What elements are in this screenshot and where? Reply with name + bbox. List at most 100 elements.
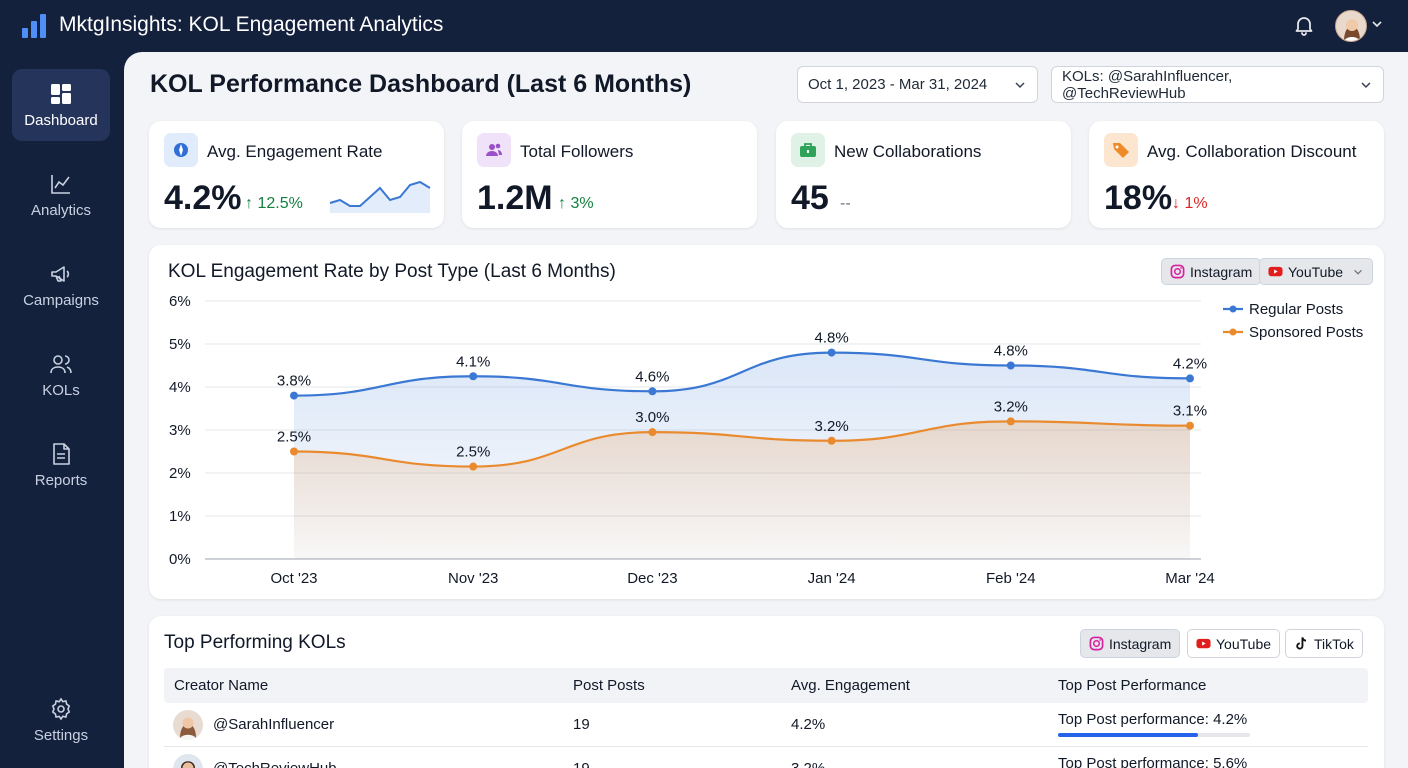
legend-marker (1229, 328, 1237, 336)
sidebar-item-label: Analytics (30, 201, 92, 219)
data-point[interactable] (290, 447, 298, 456)
chip-label: Instagram (1109, 635, 1172, 652)
performance-bar (1058, 733, 1250, 737)
engagement-chart-card: KOL Engagement Rate by Post Type (Last 6… (149, 245, 1384, 599)
sidebar-item-campaigns[interactable]: Campaigns (12, 249, 110, 321)
sidebar-item-settings[interactable]: Settings (12, 684, 110, 756)
gear-icon (51, 697, 71, 720)
data-label: 3.8% (277, 373, 311, 390)
instagram-icon (1089, 636, 1104, 651)
kpi-card-engagement-rate: Avg. Engagement Rate 4.2% ↑ 12.5% (149, 121, 444, 228)
data-point[interactable] (290, 391, 298, 400)
avatar (173, 710, 203, 740)
main-content: KOL Performance Dashboard (Last 6 Months… (124, 52, 1408, 768)
kpi-card-new-collaborations: New Collaborations 45 -- (776, 121, 1071, 228)
user-avatar[interactable] (1335, 10, 1367, 42)
compass-icon (164, 133, 198, 167)
data-point[interactable] (1186, 374, 1194, 383)
x-tick-label: Feb '24 (986, 570, 1036, 587)
sidebar: Dashboard Analytics Campaigns KOLs Repor… (0, 52, 124, 768)
data-point[interactable] (648, 387, 657, 396)
dashboard-icon (51, 83, 71, 104)
avg-engagement: 4.2% (791, 716, 826, 733)
data-point[interactable] (827, 436, 836, 445)
y-tick-label: 2% (169, 465, 191, 482)
chart-filter-youtube[interactable]: YouTube (1259, 258, 1374, 285)
avatar (173, 754, 203, 768)
megaphone-icon (51, 265, 70, 282)
date-range-value: Oct 1, 2023 - Mar 31, 2024 (808, 76, 988, 93)
post-count: 19 (573, 760, 590, 768)
data-point[interactable] (1186, 421, 1194, 430)
sidebar-item-label: Reports (34, 471, 88, 489)
data-label: 4.8% (814, 330, 848, 347)
kpi-value: 18% (1104, 179, 1173, 217)
kpi-label: Avg. Collaboration Discount (1147, 142, 1357, 161)
creator-name[interactable]: @SarahInfluencer (213, 716, 335, 733)
creator-name[interactable]: @TechReviewHub (213, 760, 337, 768)
kpi-value: 45 (791, 179, 829, 217)
users-icon (50, 354, 72, 373)
series-line (293, 351, 1191, 397)
chevron-down-icon (1015, 81, 1025, 88)
analytics-icon (51, 174, 70, 194)
table-row[interactable]: @SarahInfluencer 19 4.2% Top Post perfor… (164, 703, 1368, 747)
post-count: 19 (573, 716, 590, 733)
youtube-icon (1268, 266, 1283, 277)
table-title: Top Performing KOLs (164, 632, 346, 653)
sidebar-item-analytics[interactable]: Analytics (12, 159, 110, 231)
chevron-down-icon (1354, 269, 1362, 275)
column-header-posts[interactable]: Post Posts (573, 677, 645, 694)
column-header-top-post[interactable]: Top Post Performance (1058, 677, 1207, 694)
x-tick-label: Mar '24 (1165, 570, 1215, 587)
series-area (294, 421, 1190, 559)
kol-filter-value: KOLs: @SarahInfluencer, @TechReviewHub (1062, 67, 1233, 102)
data-point[interactable] (469, 372, 478, 381)
y-tick-label: 6% (169, 293, 191, 310)
legend-label[interactable]: Regular Posts (1249, 301, 1343, 318)
performance-bar-fill (1058, 733, 1199, 737)
engagement-line-chart: 0% 1% 2% 3% 4% 5% 6% Oct '23 Nov '23 Dec '23 Jan '… (169, 293, 1363, 587)
tiktok-icon (1296, 637, 1307, 650)
tag-icon (1104, 133, 1138, 167)
date-range-select[interactable]: Oct 1, 2023 - Mar 31, 2024 (797, 66, 1038, 103)
top-bar: MktgInsights: KOL Engagement Analytics (0, 0, 1408, 52)
users-icon (477, 133, 511, 167)
data-point[interactable] (469, 462, 478, 471)
sidebar-item-reports[interactable]: Reports (12, 429, 110, 501)
legend-label[interactable]: Sponsored Posts (1249, 324, 1363, 341)
document-icon (53, 442, 70, 465)
kpi-label: New Collaborations (834, 142, 982, 161)
data-point[interactable] (648, 428, 657, 437)
y-tick-label: 4% (169, 379, 191, 396)
data-label: 4.2% (1173, 355, 1207, 372)
top-post-performance: Top Post performance: 4.2% (1058, 711, 1248, 728)
table-filter-tiktok[interactable]: TikTok (1285, 629, 1363, 658)
bell-icon[interactable] (1292, 13, 1316, 37)
table-row[interactable]: @TechReviewHub 19 3.2% Top Post performa… (164, 747, 1368, 768)
data-point[interactable] (1006, 361, 1015, 370)
data-point[interactable] (1006, 417, 1015, 426)
data-label: 4.6% (635, 368, 669, 385)
chip-label: TikTok (1314, 635, 1354, 652)
column-header-creator[interactable]: Creator Name (174, 677, 269, 694)
kol-filter-select[interactable]: KOLs: @SarahInfluencer, @TechReviewHub (1051, 66, 1384, 103)
sidebar-item-label: Dashboard (24, 111, 98, 129)
chevron-down-icon[interactable] (1370, 17, 1384, 31)
sidebar-item-label: Campaigns (23, 291, 99, 309)
x-tick-label: Oct '23 (270, 570, 317, 587)
y-tick-label: 0% (169, 551, 191, 568)
sidebar-item-label: Settings (33, 726, 89, 744)
column-header-engagement[interactable]: Avg. Engagement (791, 677, 910, 694)
sidebar-item-dashboard[interactable]: Dashboard (12, 69, 110, 141)
table-filter-youtube[interactable]: YouTube (1187, 629, 1281, 658)
kpi-delta: -- (840, 195, 851, 212)
sidebar-item-kols[interactable]: KOLs (12, 339, 110, 411)
kpi-delta: ↑ 12.5% (245, 195, 303, 212)
data-label: 2.5% (456, 444, 490, 461)
data-point[interactable] (827, 348, 836, 357)
youtube-icon (1196, 638, 1211, 649)
table-filter-instagram[interactable]: Instagram (1080, 629, 1181, 658)
sparkline-area (330, 182, 430, 213)
y-tick-label: 1% (169, 508, 191, 525)
